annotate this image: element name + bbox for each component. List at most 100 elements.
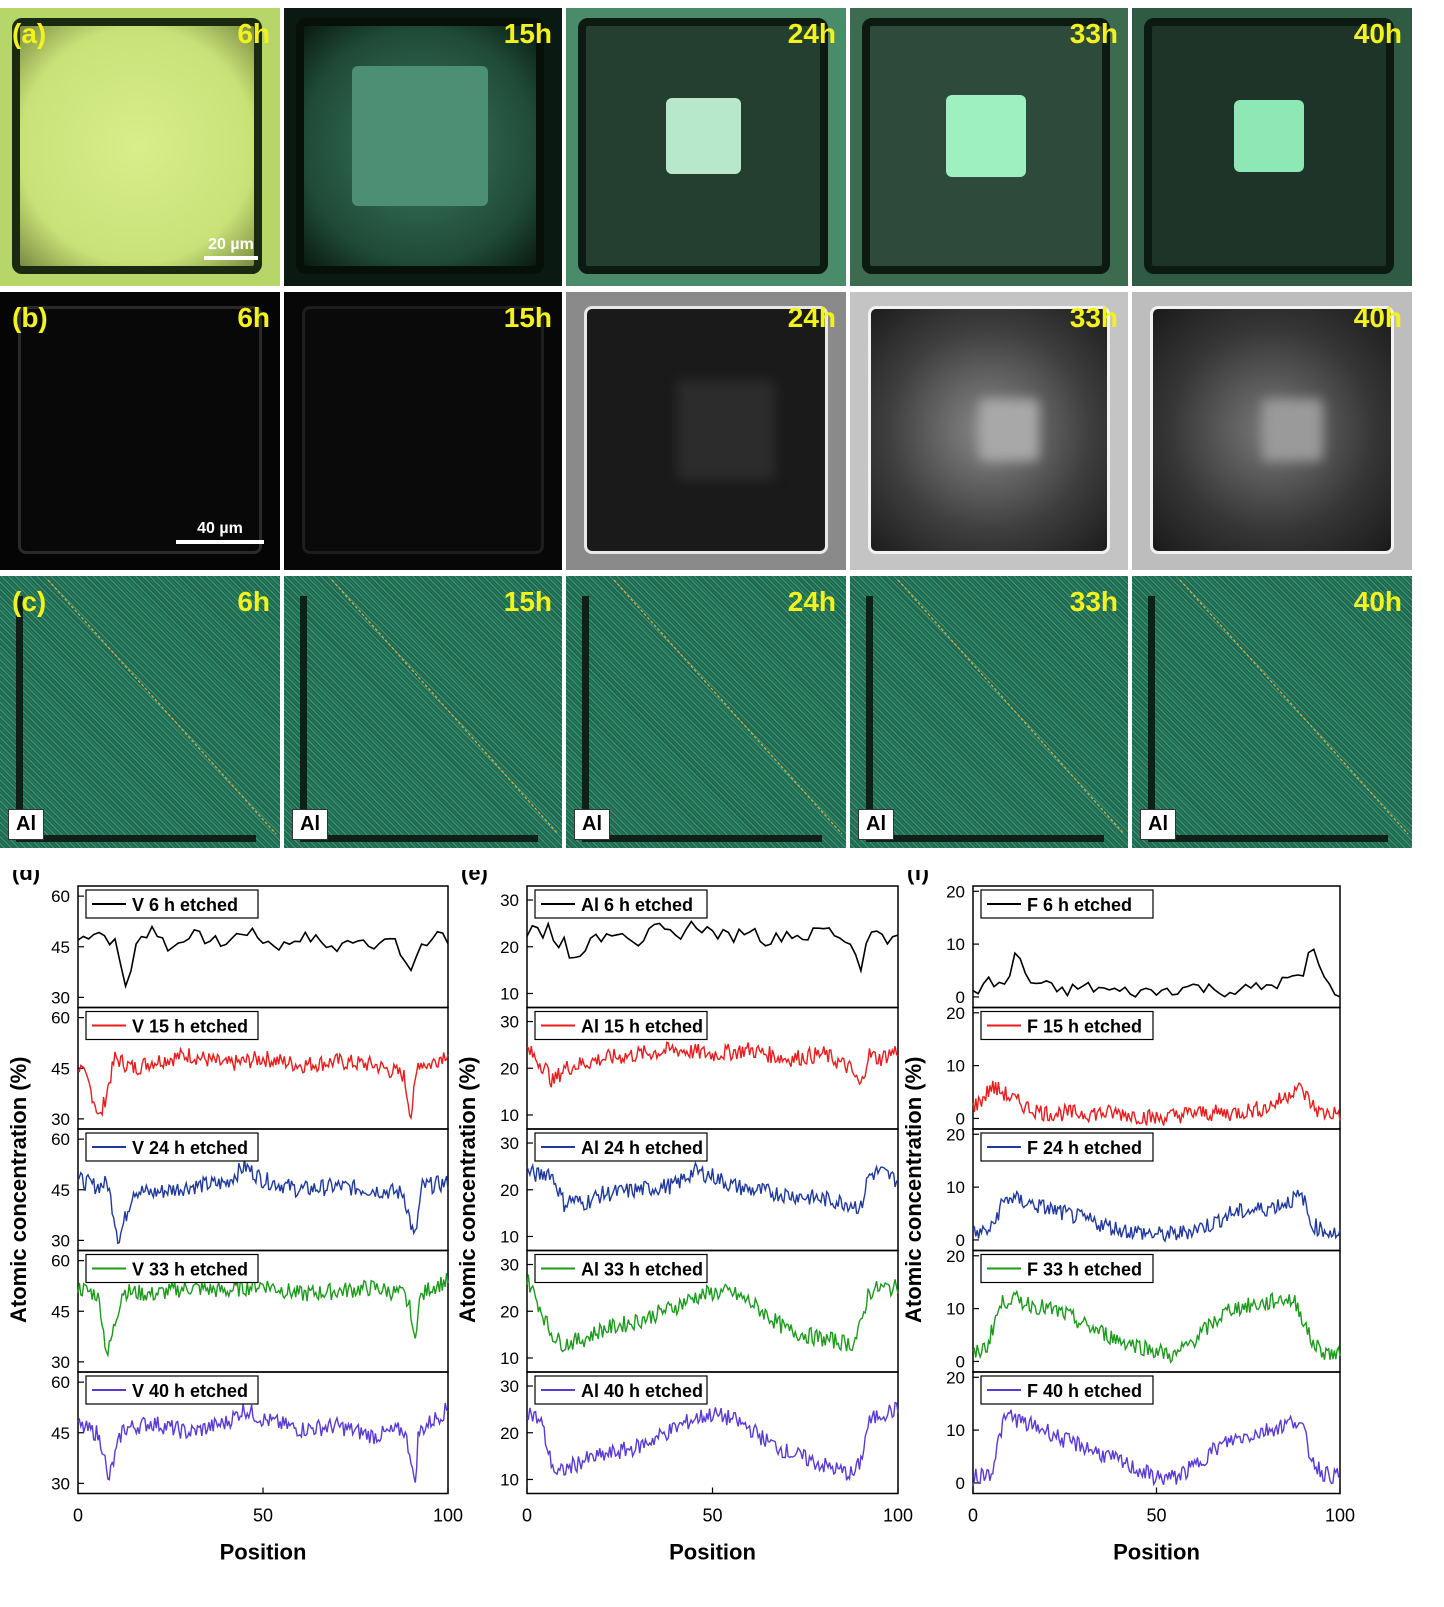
scale-bar: 40 µm: [176, 520, 264, 544]
y-tick-label: 45: [51, 1424, 70, 1443]
x-tick-label: 0: [522, 1506, 532, 1526]
y-tick-label: 20: [946, 1368, 965, 1387]
x-tick-label: 50: [253, 1506, 273, 1526]
etch-time-label: 15h: [503, 18, 552, 49]
micrograph-tile: Al 6h (c): [0, 576, 280, 848]
panel-label: (a): [12, 18, 47, 49]
micrograph-tile: Al 40h: [1132, 576, 1412, 848]
micrograph-tile: 40h: [1132, 292, 1412, 570]
y-tick-label: 60: [51, 1373, 70, 1392]
y-tick-label: 45: [51, 938, 70, 957]
line-profile-plots: (d) Atomic concentration (%) Position 30 45 6…: [0, 860, 1444, 1602]
legend-label: F 15 h etched: [1027, 1017, 1142, 1037]
y-tick-label: 10: [500, 1106, 519, 1125]
series-line: [526, 1401, 899, 1481]
x-axis-label: Position: [1113, 1540, 1200, 1565]
series-line: [526, 1160, 899, 1214]
scan-line-path: [613, 579, 843, 835]
x-tick-label: 100: [433, 1506, 463, 1526]
y-tick-label: 10: [946, 1057, 965, 1076]
etch-time-label: 33h: [1069, 302, 1118, 333]
legend-label: Al 6 h etched: [581, 895, 693, 915]
legend-label: V 33 h etched: [132, 1260, 248, 1280]
micrograph-tile: 33h: [850, 292, 1128, 570]
y-tick-label: 20: [946, 1004, 965, 1023]
series-line: [77, 1158, 449, 1245]
legend-label: V 15 h etched: [132, 1017, 248, 1037]
y-tick-label: 60: [51, 1130, 70, 1149]
series-line: [972, 1289, 1341, 1364]
x-axis-label: Position: [220, 1540, 307, 1565]
x-axis-label: Position: [669, 1540, 756, 1565]
y-tick-label: 20: [946, 882, 965, 901]
y-tick-label: 0: [956, 1474, 965, 1493]
y-tick-label: 10: [946, 1300, 965, 1319]
edge-shadow: [16, 596, 23, 838]
scan-line-path: [331, 579, 559, 835]
y-tick-label: 0: [956, 1109, 965, 1128]
y-axis-label: Atomic concentration (%): [6, 1057, 31, 1323]
edge-shadow: [1148, 596, 1155, 838]
x-tick-label: 50: [1146, 1506, 1166, 1526]
etch-time-label: 33h: [1069, 586, 1118, 617]
y-tick-label: 30: [51, 1353, 70, 1372]
sample-square: [1150, 306, 1394, 554]
series-line: [77, 1402, 449, 1483]
etch-time-label: 6h: [237, 18, 270, 49]
series-line: [77, 1046, 449, 1121]
unetched-center: [677, 380, 775, 480]
series-line: [526, 920, 899, 974]
panel-label: (c): [12, 586, 47, 617]
etch-time-label: 24h: [787, 18, 836, 49]
y-tick-label: 10: [500, 1470, 519, 1489]
panel-label: (b): [12, 302, 48, 333]
scale-bar-line: [176, 540, 264, 544]
y-tick-label: 30: [500, 1134, 519, 1153]
y-tick-label: 45: [51, 1302, 70, 1321]
y-tick-label: 20: [946, 1247, 965, 1266]
x-tick-label: 0: [968, 1506, 978, 1526]
micrograph-tile: Al 15h: [284, 576, 562, 848]
y-tick-label: 10: [500, 984, 519, 1003]
legend-label: F 24 h etched: [1027, 1138, 1142, 1158]
etch-time-label: 15h: [503, 586, 552, 617]
y-tick-label: 10: [946, 1178, 965, 1197]
legend-label: V 40 h etched: [132, 1381, 248, 1401]
line-profile-figure: (d) Atomic concentration (%) Position 30 45 6…: [6, 860, 1355, 1565]
y-axis-label: Atomic concentration (%): [901, 1057, 926, 1323]
etch-time-label: 40h: [1353, 18, 1402, 49]
micrograph-tile: 33h: [850, 8, 1128, 286]
scan-line-path: [47, 579, 277, 835]
edge-shadow: [582, 835, 822, 842]
legend-box: [980, 1253, 1154, 1284]
panel-label: (e): [461, 870, 488, 885]
etch-time-label: 40h: [1353, 302, 1402, 333]
micrograph-grid: 6h (a) 20 µm 15h 24h 33h 40h 6h (b) 40 µm 15h 24h 33…: [0, 8, 1412, 848]
legend-label: V 24 h etched: [132, 1138, 248, 1158]
scan-line: [47, 579, 277, 835]
legend-label: Al 15 h etched: [581, 1017, 703, 1037]
y-tick-label: 45: [51, 1059, 70, 1078]
micrograph-tile: 15h: [284, 8, 562, 286]
edge-shadow: [1148, 835, 1388, 842]
y-tick-label: 20: [500, 1181, 519, 1200]
y-tick-label: 30: [51, 1110, 70, 1129]
y-tick-label: 10: [500, 1349, 519, 1368]
edge-shadow: [582, 596, 589, 838]
y-tick-label: 0: [956, 1231, 965, 1250]
y-tick-label: 30: [500, 891, 519, 910]
series-line: [972, 1409, 1341, 1487]
unetched-center: [1261, 399, 1323, 461]
series-line: [972, 1189, 1341, 1243]
y-tick-label: 60: [51, 1252, 70, 1271]
micrograph-tile: 15h: [284, 292, 562, 570]
y-tick-label: 60: [51, 887, 70, 906]
legend-label: F 33 h etched: [1027, 1260, 1142, 1280]
scan-line-path: [1179, 579, 1409, 835]
unetched-center: [978, 399, 1040, 461]
scan-line: [613, 579, 843, 835]
y-tick-label: 30: [51, 1474, 70, 1493]
panel-label: (d): [12, 870, 40, 885]
y-tick-label: 10: [500, 1227, 519, 1246]
sample-square: [18, 306, 262, 554]
